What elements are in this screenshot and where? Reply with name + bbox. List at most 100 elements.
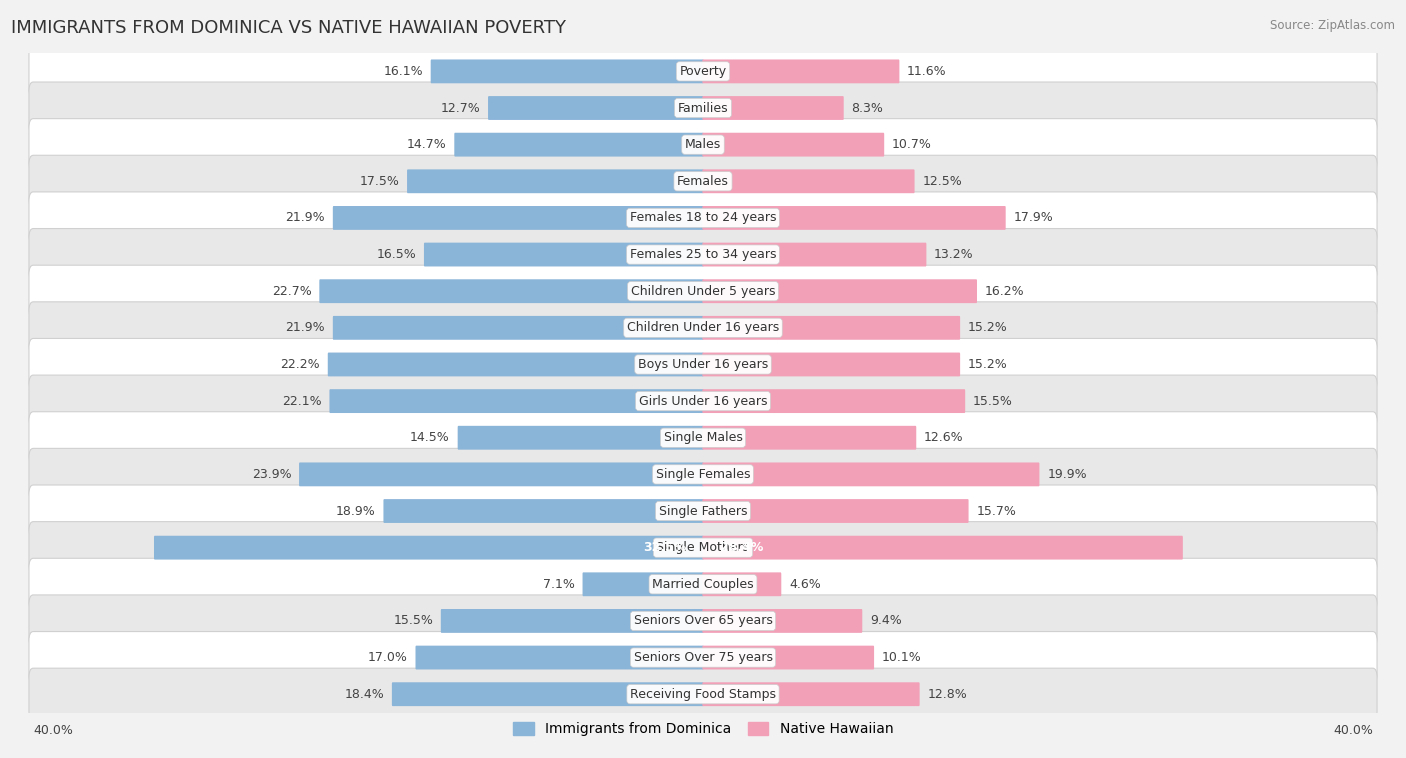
Text: 16.5%: 16.5% [377, 248, 416, 261]
FancyBboxPatch shape [703, 316, 960, 340]
FancyBboxPatch shape [392, 682, 703, 706]
FancyBboxPatch shape [30, 449, 1376, 500]
Text: 15.2%: 15.2% [967, 358, 1008, 371]
Text: 16.1%: 16.1% [384, 65, 423, 78]
FancyBboxPatch shape [30, 45, 1376, 97]
Text: Seniors Over 65 years: Seniors Over 65 years [634, 615, 772, 628]
FancyBboxPatch shape [30, 229, 1376, 280]
Text: 40.0%: 40.0% [1333, 724, 1372, 737]
FancyBboxPatch shape [30, 669, 1376, 720]
FancyBboxPatch shape [30, 595, 1376, 647]
FancyBboxPatch shape [582, 572, 703, 597]
Text: 10.1%: 10.1% [882, 651, 921, 664]
Text: Source: ZipAtlas.com: Source: ZipAtlas.com [1270, 19, 1395, 32]
FancyBboxPatch shape [703, 206, 1005, 230]
Text: 32.5%: 32.5% [643, 541, 686, 554]
Text: 17.0%: 17.0% [368, 651, 408, 664]
FancyBboxPatch shape [328, 352, 703, 377]
Text: Single Fathers: Single Fathers [659, 505, 747, 518]
FancyBboxPatch shape [703, 133, 884, 157]
FancyBboxPatch shape [703, 279, 977, 303]
FancyBboxPatch shape [703, 609, 862, 633]
Text: 8.3%: 8.3% [852, 102, 883, 114]
FancyBboxPatch shape [30, 339, 1376, 390]
Text: 16.2%: 16.2% [984, 285, 1025, 298]
FancyBboxPatch shape [703, 169, 914, 193]
FancyBboxPatch shape [30, 82, 1376, 134]
Text: 17.9%: 17.9% [1014, 211, 1053, 224]
Text: 22.2%: 22.2% [280, 358, 321, 371]
FancyBboxPatch shape [425, 243, 703, 267]
Text: Males: Males [685, 138, 721, 151]
Text: 12.6%: 12.6% [924, 431, 963, 444]
FancyBboxPatch shape [458, 426, 703, 449]
FancyBboxPatch shape [703, 536, 1182, 559]
FancyBboxPatch shape [408, 169, 703, 193]
Legend: Immigrants from Dominica, Native Hawaiian: Immigrants from Dominica, Native Hawaiia… [508, 717, 898, 742]
FancyBboxPatch shape [299, 462, 703, 487]
Text: 12.7%: 12.7% [440, 102, 481, 114]
Text: 18.4%: 18.4% [344, 688, 384, 700]
FancyBboxPatch shape [703, 243, 927, 267]
Text: 15.2%: 15.2% [967, 321, 1008, 334]
FancyBboxPatch shape [155, 536, 703, 559]
FancyBboxPatch shape [333, 206, 703, 230]
FancyBboxPatch shape [333, 316, 703, 340]
FancyBboxPatch shape [703, 499, 969, 523]
FancyBboxPatch shape [30, 119, 1376, 171]
Text: Receiving Food Stamps: Receiving Food Stamps [630, 688, 776, 700]
Text: Married Couples: Married Couples [652, 578, 754, 590]
Text: Single Males: Single Males [664, 431, 742, 444]
FancyBboxPatch shape [703, 352, 960, 377]
FancyBboxPatch shape [30, 559, 1376, 610]
Text: 23.9%: 23.9% [252, 468, 291, 481]
Text: 14.5%: 14.5% [411, 431, 450, 444]
Text: Females 18 to 24 years: Females 18 to 24 years [630, 211, 776, 224]
Text: 22.7%: 22.7% [271, 285, 312, 298]
Text: Single Females: Single Females [655, 468, 751, 481]
Text: Children Under 16 years: Children Under 16 years [627, 321, 779, 334]
FancyBboxPatch shape [430, 59, 703, 83]
Text: 12.5%: 12.5% [922, 175, 962, 188]
FancyBboxPatch shape [703, 96, 844, 120]
FancyBboxPatch shape [416, 646, 703, 669]
FancyBboxPatch shape [30, 302, 1376, 354]
FancyBboxPatch shape [703, 59, 900, 83]
Text: Females 25 to 34 years: Females 25 to 34 years [630, 248, 776, 261]
Text: 21.9%: 21.9% [285, 321, 325, 334]
Text: 15.5%: 15.5% [394, 615, 433, 628]
FancyBboxPatch shape [454, 133, 703, 157]
Text: 9.4%: 9.4% [870, 615, 901, 628]
Text: 18.9%: 18.9% [336, 505, 375, 518]
Text: 7.1%: 7.1% [543, 578, 575, 590]
FancyBboxPatch shape [488, 96, 703, 120]
FancyBboxPatch shape [30, 522, 1376, 574]
FancyBboxPatch shape [30, 155, 1376, 207]
FancyBboxPatch shape [703, 572, 782, 597]
Text: 13.2%: 13.2% [934, 248, 974, 261]
Text: 21.9%: 21.9% [285, 211, 325, 224]
FancyBboxPatch shape [703, 462, 1039, 487]
Text: 15.7%: 15.7% [976, 505, 1017, 518]
Text: 11.6%: 11.6% [907, 65, 946, 78]
Text: 4.6%: 4.6% [789, 578, 821, 590]
FancyBboxPatch shape [30, 631, 1376, 684]
Text: 19.9%: 19.9% [1047, 468, 1087, 481]
Text: Poverty: Poverty [679, 65, 727, 78]
Text: IMMIGRANTS FROM DOMINICA VS NATIVE HAWAIIAN POVERTY: IMMIGRANTS FROM DOMINICA VS NATIVE HAWAI… [11, 19, 567, 37]
Text: Families: Families [678, 102, 728, 114]
Text: 22.1%: 22.1% [283, 395, 322, 408]
Text: 17.5%: 17.5% [360, 175, 399, 188]
Text: 28.4%: 28.4% [720, 541, 763, 554]
FancyBboxPatch shape [30, 192, 1376, 244]
FancyBboxPatch shape [329, 389, 703, 413]
Text: Single Mothers: Single Mothers [657, 541, 749, 554]
FancyBboxPatch shape [441, 609, 703, 633]
Text: Boys Under 16 years: Boys Under 16 years [638, 358, 768, 371]
Text: 40.0%: 40.0% [34, 724, 73, 737]
FancyBboxPatch shape [319, 279, 703, 303]
FancyBboxPatch shape [30, 265, 1376, 317]
Text: Females: Females [678, 175, 728, 188]
Text: 10.7%: 10.7% [891, 138, 932, 151]
Text: 12.8%: 12.8% [928, 688, 967, 700]
